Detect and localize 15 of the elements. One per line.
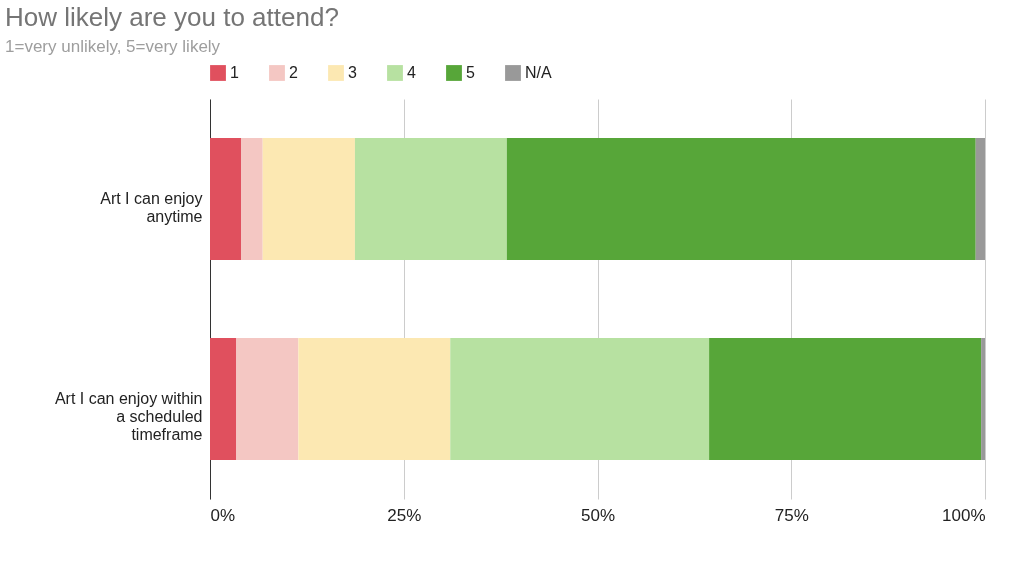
y-tick-label: Art I can enjoy anytime	[100, 190, 203, 225]
legend-label: 4	[407, 64, 416, 81]
legend-label: 5	[466, 64, 475, 81]
chart-title: How likely are you to attend?	[5, 2, 339, 32]
legend-label: 3	[348, 64, 357, 81]
x-tick-label: 75%	[774, 505, 809, 525]
x-tick-label: 50%	[580, 505, 616, 525]
legend-label: 1	[230, 64, 239, 81]
x-tick-label: 100%	[942, 505, 986, 525]
legend-label: 2	[289, 64, 298, 81]
x-tick-label: 25%	[387, 505, 422, 525]
chart-subtitle: 1=very unlikely, 5=very likely	[5, 37, 221, 56]
y-tick-label: Art I can enjoy within a scheduled timeframe	[54, 390, 203, 443]
x-tick-label: 0%	[210, 505, 236, 525]
legend-label: N/A	[525, 64, 552, 81]
